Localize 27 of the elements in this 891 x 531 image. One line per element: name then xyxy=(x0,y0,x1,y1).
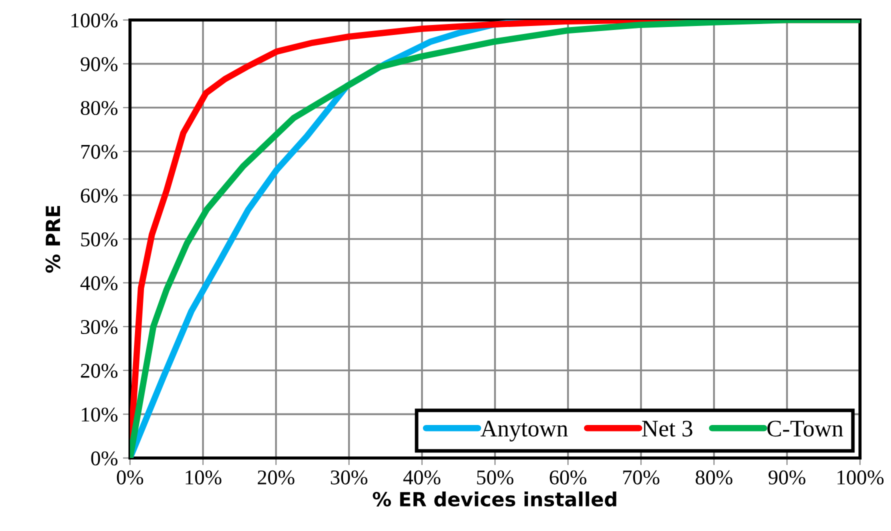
y-tick-label: 80% xyxy=(80,100,118,116)
y-tick-label: 70% xyxy=(81,144,118,159)
y-tick-label: 90% xyxy=(80,57,118,72)
x-tick-label: 50% xyxy=(477,470,514,485)
legend-label: Anytown xyxy=(480,420,568,442)
x-axis-title: % ER devices installed xyxy=(372,491,616,507)
x-tick-label: 60% xyxy=(550,470,586,485)
x-tick-label: 20% xyxy=(258,470,294,485)
x-tick-label: 100% xyxy=(838,470,884,485)
y-tick-label: 100% xyxy=(71,13,118,28)
x-tick-label: 70% xyxy=(623,470,660,485)
x-tick-label: 80% xyxy=(696,470,732,485)
x-tick-label: 0% xyxy=(116,470,144,485)
legend-label: C-Town xyxy=(767,420,844,437)
y-tick-label: 0% xyxy=(91,451,118,466)
y-axis-title: % PRE xyxy=(46,206,60,273)
y-tick-label: 30% xyxy=(81,320,118,334)
x-tick-label: 40% xyxy=(403,470,440,485)
x-tick-label: 30% xyxy=(330,470,368,485)
y-tick-label: 50% xyxy=(81,232,118,246)
x-tick-label: 10% xyxy=(186,470,222,485)
y-tick-label: 60% xyxy=(80,188,118,203)
legend-label: Net 3 xyxy=(642,420,692,437)
y-tick-label: 20% xyxy=(80,364,118,378)
x-tick-label: 90% xyxy=(768,470,806,485)
y-tick-label: 10% xyxy=(82,408,118,422)
y-tick-label: 40% xyxy=(80,276,118,290)
